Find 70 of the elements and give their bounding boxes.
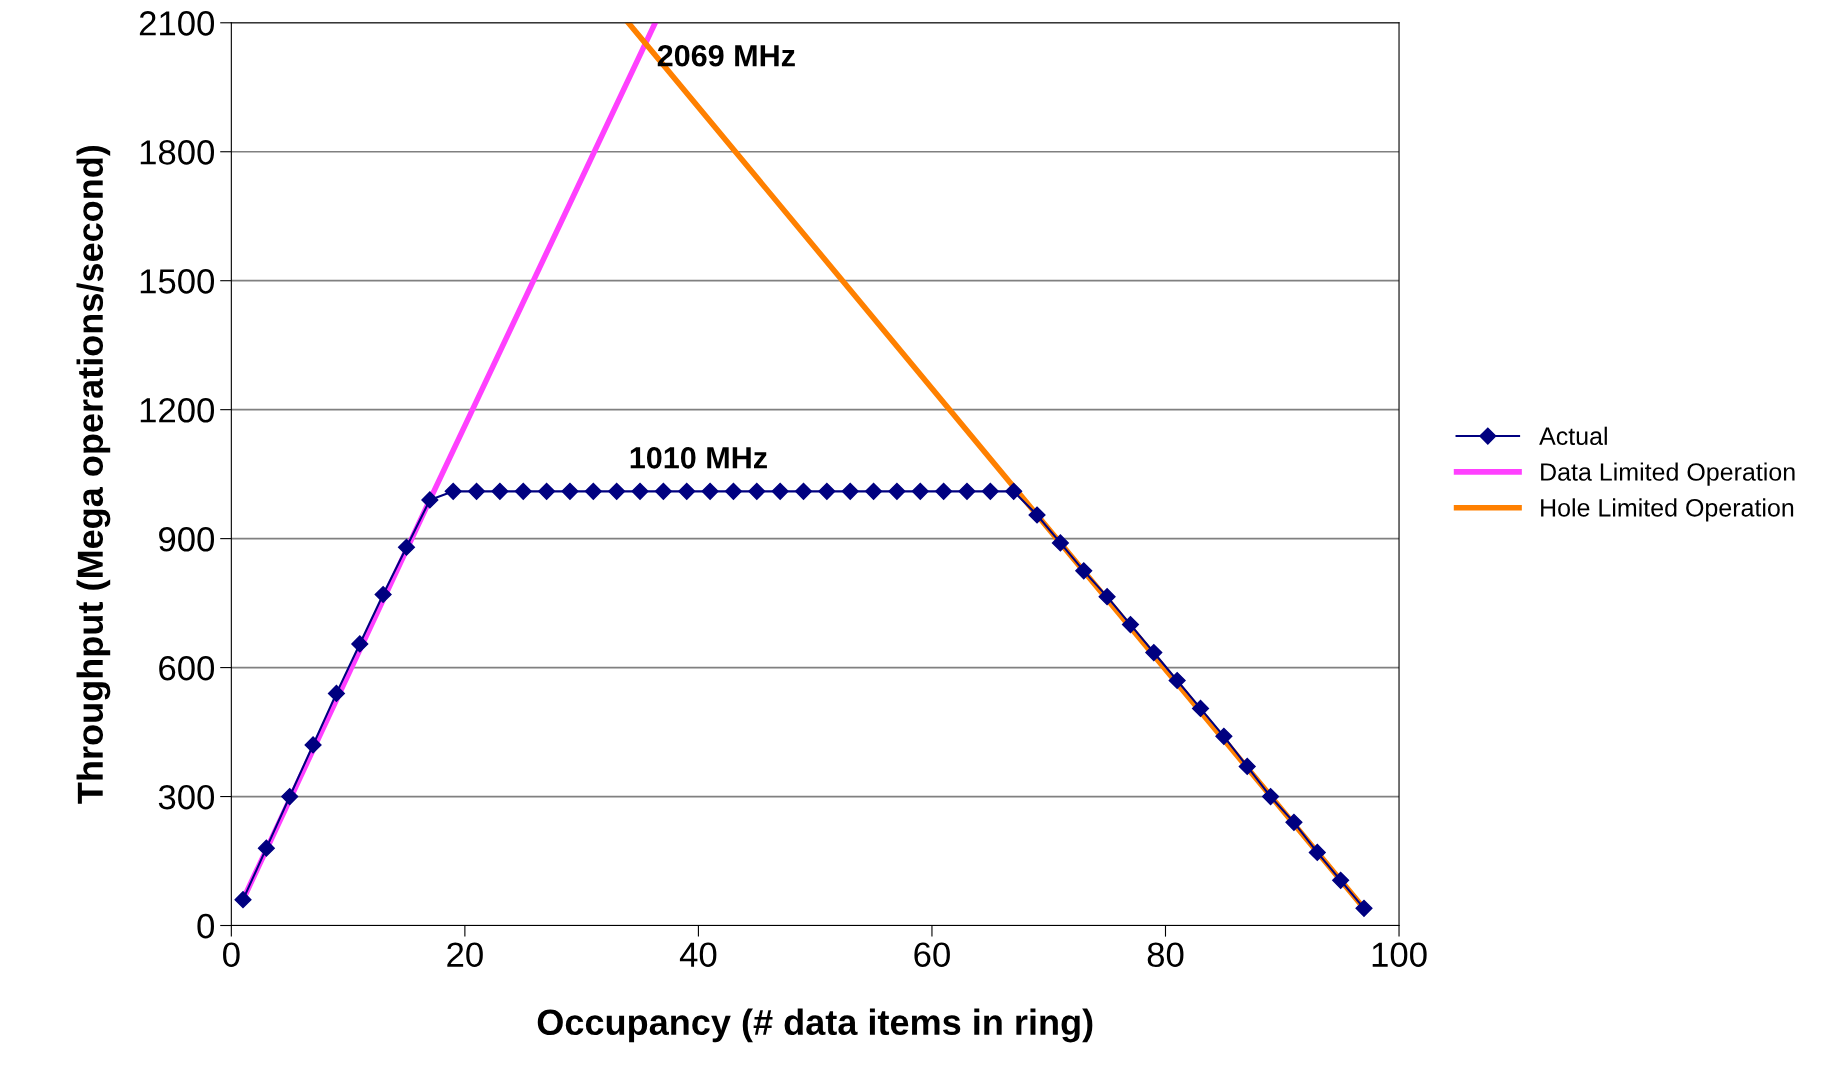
point	[748, 482, 766, 500]
point	[374, 585, 392, 604]
point	[981, 482, 999, 500]
point	[1308, 843, 1326, 861]
y-tick-label: 2100	[139, 11, 215, 36]
point	[888, 482, 906, 500]
point	[584, 482, 602, 500]
point	[958, 482, 976, 500]
point	[1121, 616, 1140, 634]
point	[1285, 813, 1303, 831]
point	[281, 787, 299, 806]
point	[1028, 506, 1046, 524]
point	[771, 482, 789, 500]
point	[794, 482, 813, 500]
point	[421, 491, 439, 509]
point	[935, 482, 953, 500]
annotation: 2069 MHz	[657, 44, 795, 67]
point	[327, 684, 345, 702]
x-tick-label: 100	[1372, 942, 1427, 967]
point	[491, 482, 509, 500]
point	[234, 891, 252, 909]
x-tick-label: 80	[1147, 942, 1184, 967]
point	[1098, 588, 1116, 606]
y-tick-label: 1200	[140, 398, 215, 423]
x-tick-label: 20	[447, 942, 483, 967]
point	[631, 482, 649, 500]
x-tick-label: 0	[223, 942, 240, 967]
y-tick-label: 0	[197, 913, 215, 939]
point	[397, 538, 416, 556]
point	[818, 482, 836, 500]
point	[257, 839, 275, 857]
point	[724, 482, 742, 500]
point	[678, 482, 696, 500]
point	[304, 736, 322, 754]
point	[538, 482, 556, 500]
point	[654, 482, 672, 500]
y-tick-label: 600	[159, 655, 215, 681]
y-tick-label: 300	[158, 784, 215, 810]
y-tick-label: 900	[159, 526, 215, 552]
y-tick-label: 1500	[140, 269, 215, 294]
point	[1238, 757, 1256, 776]
y-axis-title: Throughput (Mega operations/second)	[76, 145, 111, 804]
point	[561, 482, 579, 500]
x-tick-label: 60	[914, 942, 950, 967]
point	[1191, 699, 1210, 717]
point	[1051, 534, 1069, 552]
legend-label: Data Limited Operation	[1541, 462, 1795, 486]
point	[608, 482, 626, 500]
point	[701, 482, 719, 500]
legend-label: Hole Limited Operation	[1541, 498, 1794, 522]
point	[1145, 643, 1163, 662]
point	[1215, 727, 1233, 745]
point	[514, 482, 532, 500]
point	[1005, 482, 1023, 500]
point	[1355, 899, 1373, 917]
point	[1075, 562, 1093, 580]
x-tick-label: 40	[679, 942, 717, 967]
point	[468, 482, 486, 500]
point	[865, 482, 883, 500]
point	[1332, 871, 1350, 889]
point	[1168, 671, 1186, 690]
point	[841, 482, 859, 500]
point	[444, 482, 462, 500]
point	[911, 482, 929, 500]
y-tick-label: 1800	[140, 140, 215, 165]
point	[1262, 787, 1280, 806]
annotation: 1010 MHz	[630, 447, 767, 469]
legend-label: Actual	[1539, 426, 1607, 446]
point	[351, 635, 369, 653]
x-axis-title: Occupancy (# data items in ring)	[537, 1008, 1093, 1043]
